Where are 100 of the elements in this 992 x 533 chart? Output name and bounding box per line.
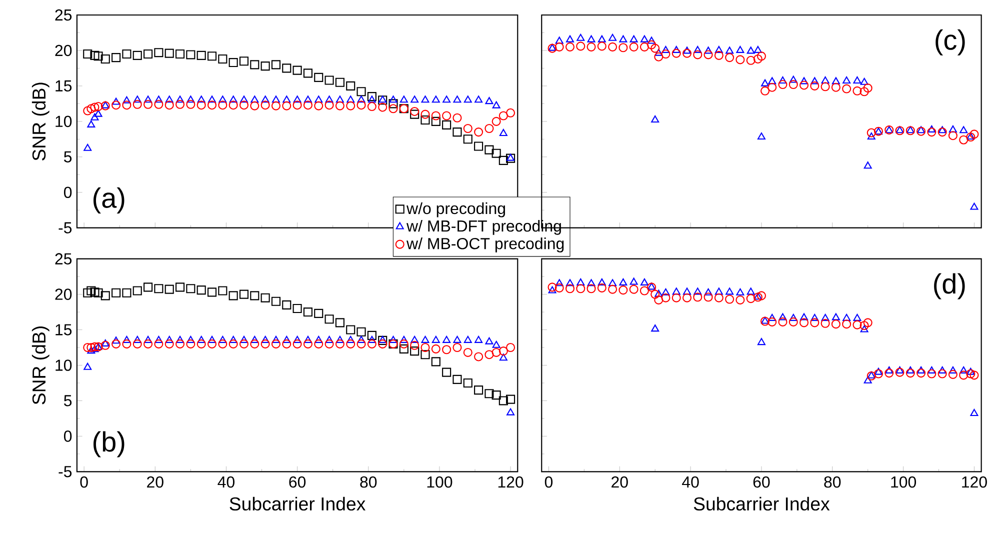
point bbox=[186, 340, 196, 349]
point bbox=[90, 51, 100, 60]
point bbox=[442, 111, 452, 120]
annotation: (b) bbox=[94, 431, 124, 458]
point bbox=[272, 336, 280, 344]
point bbox=[325, 96, 334, 103]
point bbox=[597, 284, 606, 293]
point bbox=[474, 142, 484, 151]
point bbox=[832, 77, 840, 84]
point bbox=[154, 336, 163, 344]
point bbox=[452, 114, 462, 123]
point bbox=[885, 366, 894, 374]
point bbox=[421, 96, 430, 103]
point bbox=[672, 294, 681, 303]
point bbox=[587, 279, 596, 286]
point bbox=[555, 279, 564, 286]
point bbox=[410, 346, 420, 356]
point bbox=[746, 46, 755, 54]
point bbox=[164, 48, 174, 58]
point bbox=[916, 127, 926, 136]
point bbox=[960, 126, 968, 134]
point bbox=[100, 341, 110, 350]
point bbox=[442, 345, 452, 354]
point bbox=[186, 96, 195, 103]
point bbox=[619, 35, 628, 43]
point bbox=[800, 77, 808, 84]
point bbox=[629, 284, 638, 294]
point bbox=[389, 96, 398, 103]
point bbox=[555, 36, 564, 44]
point bbox=[133, 336, 142, 344]
y-tick-label: 5 bbox=[64, 152, 72, 163]
annotation: (a) bbox=[94, 188, 124, 214]
point bbox=[175, 100, 185, 110]
point bbox=[282, 101, 292, 111]
point bbox=[132, 340, 142, 349]
point bbox=[746, 288, 755, 295]
point bbox=[853, 76, 862, 84]
point bbox=[432, 96, 440, 103]
point bbox=[654, 48, 663, 56]
point bbox=[357, 96, 366, 103]
y-tick-label: -5 bbox=[58, 466, 72, 478]
point bbox=[420, 350, 430, 360]
point bbox=[746, 56, 756, 66]
point bbox=[335, 78, 344, 88]
y-axis-title: SNR (dB) bbox=[32, 82, 50, 161]
annotation: (d) bbox=[934, 273, 965, 300]
point bbox=[757, 132, 766, 140]
point bbox=[86, 343, 96, 352]
point bbox=[207, 52, 217, 61]
point bbox=[314, 340, 324, 349]
point bbox=[576, 34, 585, 42]
point bbox=[619, 278, 628, 286]
point bbox=[754, 46, 762, 54]
point bbox=[970, 130, 979, 139]
point bbox=[400, 96, 408, 103]
point bbox=[122, 50, 132, 59]
point bbox=[565, 42, 575, 52]
point bbox=[218, 286, 228, 296]
point bbox=[726, 288, 734, 295]
point bbox=[399, 340, 408, 349]
point bbox=[356, 328, 366, 337]
point bbox=[346, 325, 356, 334]
point bbox=[367, 92, 376, 102]
point bbox=[831, 83, 840, 92]
point bbox=[874, 369, 884, 378]
point bbox=[757, 338, 766, 346]
point bbox=[725, 294, 734, 304]
point bbox=[714, 51, 724, 60]
point bbox=[389, 336, 398, 344]
point bbox=[196, 286, 206, 295]
point bbox=[874, 368, 882, 376]
point bbox=[94, 102, 103, 112]
point bbox=[282, 340, 292, 349]
point bbox=[250, 101, 260, 111]
point bbox=[133, 96, 142, 103]
point bbox=[860, 78, 868, 86]
point bbox=[492, 390, 501, 400]
point bbox=[378, 340, 388, 349]
point bbox=[335, 340, 344, 349]
point bbox=[260, 100, 270, 110]
point bbox=[499, 129, 508, 136]
point bbox=[789, 76, 798, 83]
point bbox=[506, 108, 516, 118]
point bbox=[112, 340, 121, 349]
point bbox=[250, 60, 260, 70]
point bbox=[485, 337, 494, 345]
point bbox=[654, 290, 663, 298]
legend-label: w/ MB-OCT precoding bbox=[406, 238, 564, 253]
point bbox=[492, 149, 501, 158]
point bbox=[282, 300, 292, 310]
point bbox=[799, 80, 809, 90]
point bbox=[154, 284, 164, 294]
point bbox=[463, 124, 472, 134]
point bbox=[726, 46, 734, 54]
point bbox=[250, 96, 259, 103]
point bbox=[282, 64, 292, 73]
point bbox=[474, 386, 484, 395]
point bbox=[948, 370, 958, 380]
point bbox=[662, 46, 670, 54]
point bbox=[84, 363, 92, 370]
